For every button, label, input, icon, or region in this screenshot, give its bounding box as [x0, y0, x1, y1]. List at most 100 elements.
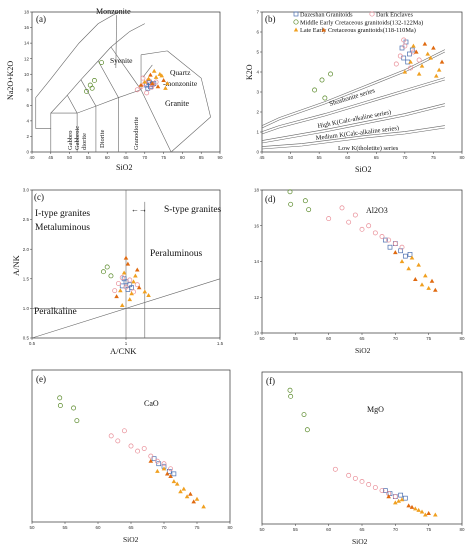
- panel-f-label: (f): [266, 376, 275, 386]
- legend-dazeshan-marker: [293, 11, 299, 17]
- x-tick-label: 60: [105, 155, 111, 160]
- point-late: [123, 255, 129, 260]
- panel-d-title: Al2O3: [366, 206, 388, 215]
- point-enclave: [392, 241, 398, 247]
- point-late: [174, 481, 180, 486]
- series-boundary: [261, 51, 445, 129]
- point-enclave: [326, 216, 332, 222]
- panel-c-acnk-ank-diagram: (c) A/CNK A/NK I-type granites S-type gr…: [11, 188, 224, 356]
- field-label-s-type: S-type granites: [164, 205, 222, 215]
- panel-e-title: CaO: [144, 399, 159, 408]
- tas-boundary: [167, 50, 211, 153]
- x-tick-label: 80: [459, 527, 465, 532]
- point-late: [165, 81, 170, 86]
- point-dazeshan: [151, 456, 157, 462]
- point-dazeshan: [402, 253, 408, 259]
- point-late: [423, 512, 428, 517]
- point-enclave: [149, 84, 155, 90]
- panel-a-label: (a): [36, 14, 46, 24]
- x-tick-label: 80: [227, 525, 233, 530]
- series-boundary-upper: [261, 77, 445, 132]
- field-label-i-type: I-type granites: [35, 209, 90, 219]
- legend-middle-marker: [293, 19, 299, 25]
- syenite-pointer: [142, 64, 153, 78]
- x-tick-label: 50: [29, 525, 35, 530]
- point-middle: [288, 393, 294, 399]
- point-late: [134, 267, 140, 272]
- point-enclave: [366, 223, 372, 229]
- point-late: [131, 279, 136, 284]
- x-tick-label: 60: [345, 155, 351, 160]
- point-late: [191, 499, 196, 504]
- panel-b-series-boundaries: [261, 49, 445, 150]
- point-late: [439, 59, 445, 64]
- y-tick-label: 12: [24, 56, 30, 61]
- point-enclave: [128, 443, 134, 449]
- tas-boundary: [97, 60, 119, 152]
- y-tick-label: 6: [26, 103, 29, 108]
- x-tick-label: 55: [293, 527, 299, 532]
- panel-d-frame: [261, 189, 463, 334]
- point-middle: [302, 198, 308, 204]
- point-late: [409, 255, 415, 260]
- panel-d-xlabel: SiO2: [355, 346, 371, 355]
- point-middle: [322, 95, 328, 101]
- point-enclave: [112, 288, 118, 294]
- point-enclave: [393, 61, 399, 67]
- point-enclave: [141, 446, 147, 451]
- legend-middle-label: Middle Early Cretaceous granitoids(132-1…: [300, 20, 423, 27]
- point-enclave: [116, 281, 121, 286]
- y-tick-label: 0: [256, 150, 259, 155]
- monzonite-pointer: [115, 15, 117, 69]
- point-middle: [328, 71, 334, 77]
- point-enclave: [397, 53, 403, 59]
- panel-e-frame: [31, 369, 231, 523]
- series-label-low-k: Low K(tholetite) series: [338, 145, 399, 152]
- point-dazeshan: [402, 495, 408, 501]
- point-dazeshan: [401, 55, 407, 61]
- field-label-diorite: Diorite: [99, 129, 106, 148]
- point-late: [433, 512, 438, 517]
- y-tick-label: 10: [24, 72, 30, 77]
- point-late: [168, 474, 173, 478]
- point-late: [393, 250, 398, 255]
- y-tick-label: 7: [256, 10, 259, 15]
- point-enclave: [408, 65, 414, 71]
- point-late: [136, 285, 142, 290]
- point-late: [393, 500, 398, 505]
- point-dazeshan: [382, 488, 388, 493]
- point-enclave: [108, 433, 114, 439]
- field-label-quartz: Quartz: [170, 68, 191, 77]
- panel-c-ylabel: A/NK: [11, 254, 21, 276]
- series-boundary-upper: [261, 103, 445, 141]
- point-enclave: [168, 466, 174, 472]
- point-middle: [306, 207, 312, 213]
- point-late: [161, 466, 167, 471]
- panel-b-frame: [261, 11, 463, 153]
- point-enclave: [140, 75, 146, 81]
- point-enclave: [134, 282, 140, 288]
- panel-d-label: (d): [265, 194, 276, 204]
- point-late: [129, 291, 134, 296]
- point-late: [409, 504, 415, 509]
- point-dazeshan: [156, 461, 162, 467]
- point-late: [146, 76, 151, 81]
- panel-a-xlabel: SiO2: [116, 163, 132, 172]
- x-tick-label: 75: [161, 155, 167, 160]
- panel-c-xlabel: A/CNK: [110, 346, 137, 356]
- point-enclave: [399, 244, 405, 250]
- point-late: [433, 73, 439, 78]
- x-tick-label: 60: [326, 527, 332, 532]
- y-tick-label: 16: [24, 25, 30, 30]
- point-late: [422, 41, 428, 46]
- point-dazeshan: [398, 492, 404, 498]
- x-tick-label: 45: [259, 155, 265, 160]
- y-tick-label: 18: [254, 188, 260, 193]
- point-middle: [57, 403, 63, 408]
- y-tick-label: 6: [256, 30, 259, 35]
- point-late: [429, 278, 435, 283]
- point-dazeshan: [387, 244, 393, 250]
- point-late: [419, 509, 425, 514]
- panel-f-mgo-diagram: (f) MgO SiO2 50 55 60 65 70 75 80: [259, 371, 465, 546]
